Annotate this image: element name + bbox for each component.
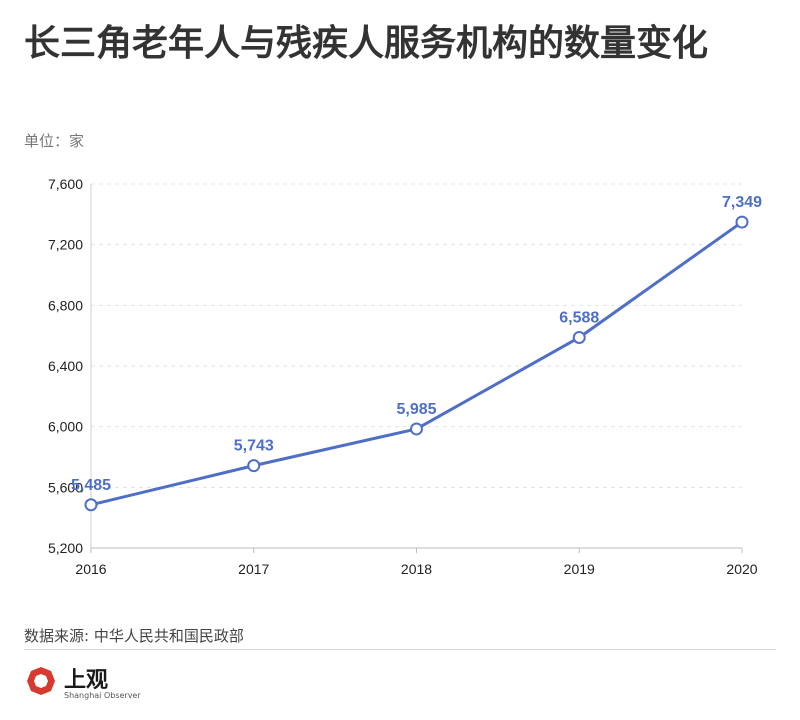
y-tick-label: 6,400 [48,358,83,374]
data-point [410,422,423,436]
x-tick-label: 2020 [726,561,757,577]
y-tick-label: 7,200 [48,237,83,253]
logo-subtitle: Shanghai Observer [64,691,141,700]
y-tick-label: 6,800 [48,297,83,313]
series-line [90,220,743,507]
unit-label: 单位：家 [24,132,85,150]
data-label: 7,349 [722,194,762,211]
line-chart: 5,200 5,600 6,000 6,400 6,800 7,200 7,600 2016 2… [48,176,762,577]
x-tick-label: 2018 [401,561,432,577]
footer-divider [24,649,776,650]
logo-text: 上观 [64,667,109,693]
y-tick-label: 7,600 [48,176,83,192]
x-tick-label: 2016 [75,561,106,577]
x-tick-label: 2017 [238,561,269,577]
data-point [572,330,586,344]
data-label: 5,743 [234,438,274,455]
chart-title: 长三角老年人与残疾人服务机构的数量变化 [24,23,709,64]
shanghai-observer-logo: 上观 Shanghai Observer [26,664,186,708]
data-label: 6,588 [559,309,599,326]
data-label: 5,985 [396,401,436,418]
y-tick-label: 5,600 [48,479,83,495]
data-point [735,215,749,229]
data-source: 数据来源: 中华人民共和国民政部 [24,627,244,645]
logo-mark-icon [27,667,55,695]
y-tick-label: 6,000 [48,419,83,435]
data-point [247,459,261,473]
data-label: 5,485 [71,477,111,494]
y-tick-label: 5,200 [48,540,83,556]
x-tick-label: 2019 [564,561,595,577]
data-point [84,498,98,512]
